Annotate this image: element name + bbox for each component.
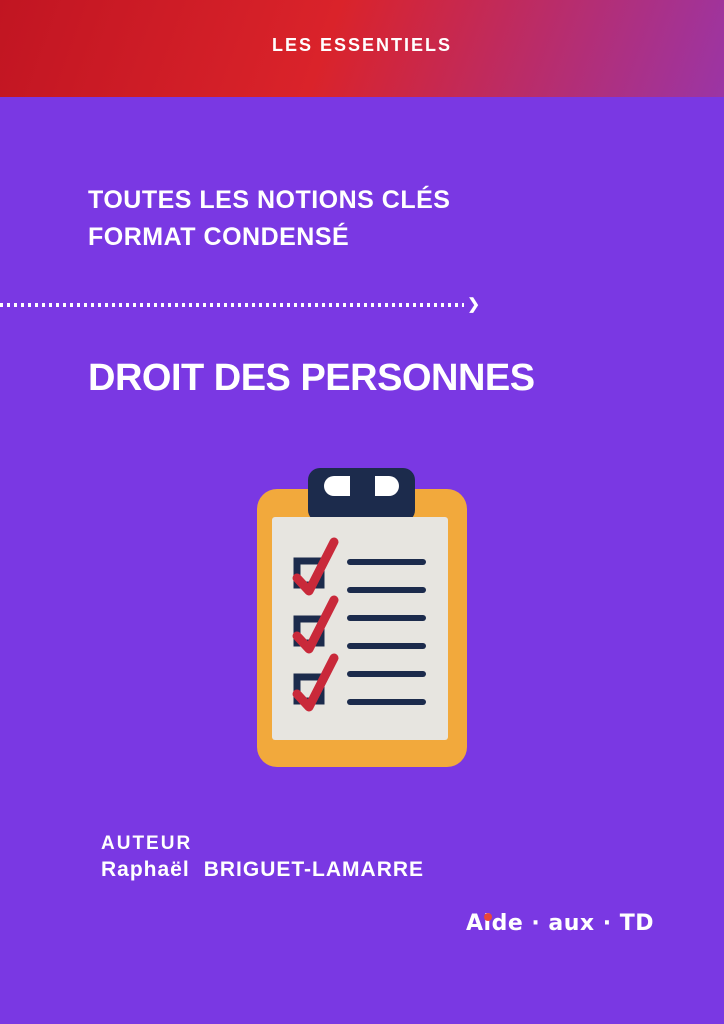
checklist-lines	[347, 559, 426, 705]
checkmark-icon	[292, 595, 339, 654]
author-block: AUTEUR Raphaël BRIGUET-LAMARRE	[101, 831, 424, 883]
brand-logo: Aide · aux · TD	[466, 913, 654, 935]
page-title: DROIT DES PERSONNES	[88, 357, 535, 399]
dotted-line	[0, 303, 465, 307]
clip-slot-right	[375, 476, 399, 496]
clipboard-clip	[308, 468, 415, 522]
checkmark-icon	[292, 537, 339, 596]
clip-slot-left	[324, 476, 350, 496]
checkmark-icon	[292, 653, 339, 712]
author-heading: AUTEUR	[101, 833, 193, 854]
series-label: LES ESSENTIELS	[271, 35, 453, 55]
author-first-name: Raphaël	[101, 858, 190, 881]
subtitle-line-2: FORMAT CONDENSÉ	[88, 223, 350, 251]
author-last-name: BRIGUET-LAMARRE	[203, 858, 425, 881]
logo-i-dot-icon	[483, 913, 492, 921]
checkmarks	[292, 537, 339, 712]
subtitle: TOUTES LES NOTIONS CLÉS FORMAT CONDENSÉ	[88, 182, 450, 256]
subtitle-line-1: TOUTES LES NOTIONS CLÉS	[88, 186, 451, 214]
brand-logo-text: Aide · aux · TD	[466, 911, 655, 936]
clipboard-illustration	[257, 468, 467, 767]
author-name: Raphaël BRIGUET-LAMARRE	[101, 857, 424, 883]
dotted-divider: ❯	[0, 296, 480, 313]
arrow-right-icon: ❯	[467, 296, 480, 313]
top-banner: LES ESSENTIELS	[0, 0, 724, 97]
